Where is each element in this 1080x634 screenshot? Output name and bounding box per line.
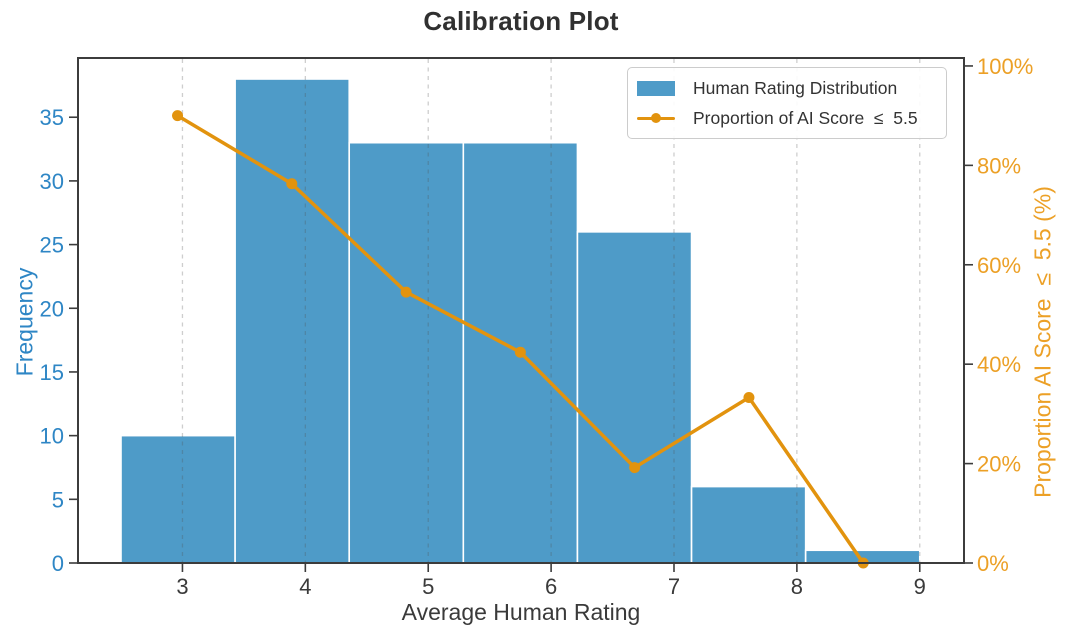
y-right-tick-label: 20%	[977, 452, 1021, 477]
legend-label-line: Proportion of AI Score ≤ 5.5	[693, 107, 918, 128]
histogram-bar	[690, 485, 807, 564]
legend-bar-swatch	[636, 80, 676, 96]
y-axis-label-right: Proportion AI Score ≤ 5.5 (%)	[1029, 186, 1056, 498]
y-right-tick-label: 40%	[977, 352, 1021, 377]
legend: Human Rating Distribution Proportion of …	[627, 67, 947, 139]
x-tick-label: 5	[422, 574, 434, 599]
y-axis-label-left: Frequency	[11, 267, 38, 377]
histogram-bar	[348, 141, 465, 564]
legend-label-histogram: Human Rating Distribution	[693, 77, 898, 98]
y-left-tick-label: 0	[52, 551, 64, 576]
y-left-tick-label: 20	[40, 296, 64, 321]
chart-title: Calibration Plot	[423, 6, 619, 36]
data-point-marker	[629, 462, 641, 474]
x-tick-label: 6	[545, 574, 557, 599]
y-right-tick-label: 80%	[977, 153, 1021, 178]
data-point-marker	[400, 286, 412, 298]
x-tick-label: 8	[791, 574, 803, 599]
y-right-tick-label: 60%	[977, 253, 1021, 278]
y-right-tick-label: 100%	[977, 54, 1033, 79]
histogram-bar	[120, 434, 236, 564]
y-left-tick-label: 5	[52, 487, 64, 512]
y-left-tick-label: 30	[40, 169, 64, 194]
x-tick-label: 9	[914, 574, 926, 599]
histogram-bar	[576, 231, 693, 564]
data-point-marker	[514, 346, 526, 358]
histogram-bar	[234, 78, 351, 564]
x-axis-label: Average Human Rating	[401, 599, 641, 625]
legend-item-histogram: Human Rating Distribution	[636, 75, 936, 101]
legend-line-swatch	[636, 112, 676, 124]
y-left-tick-label: 25	[40, 233, 64, 258]
data-point-marker	[286, 178, 298, 190]
x-tick-label: 4	[299, 574, 311, 599]
data-point-marker	[172, 110, 184, 122]
y-left-tick-label: 15	[40, 360, 64, 385]
y-left-tick-label: 10	[40, 424, 64, 449]
y-right-tick-label: 0%	[977, 551, 1009, 576]
plot-border	[77, 57, 965, 564]
data-point-marker	[743, 391, 755, 403]
x-tick-label: 7	[668, 574, 680, 599]
y-left-tick-label: 35	[40, 105, 64, 130]
x-tick-label: 3	[176, 574, 188, 599]
legend-item-line: Proportion of AI Score ≤ 5.5	[636, 105, 936, 131]
